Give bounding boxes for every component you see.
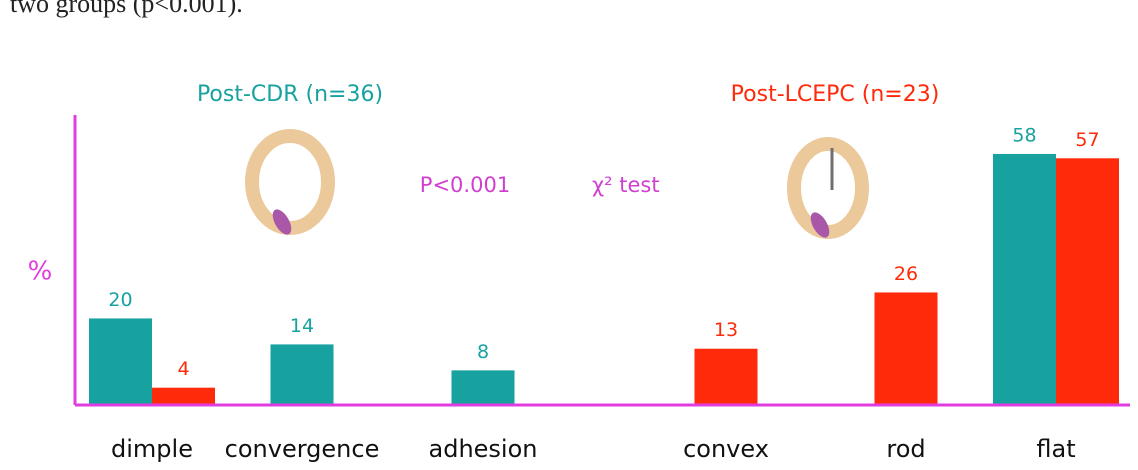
- annotation: χ² test: [592, 173, 660, 197]
- value-label: 57: [1075, 129, 1099, 151]
- value-label: 8: [477, 341, 489, 363]
- value-label: 14: [290, 315, 314, 337]
- bar: [694, 348, 758, 405]
- value-label: 20: [108, 289, 132, 311]
- x-tick-label: flat: [1036, 435, 1075, 463]
- bar: [1056, 158, 1119, 405]
- bar: [993, 153, 1056, 405]
- x-tick-label: dimple: [111, 435, 193, 463]
- bar: [874, 292, 938, 405]
- value-label: 26: [894, 263, 918, 285]
- x-tick-label: convergence: [225, 435, 380, 463]
- bar: [152, 387, 215, 405]
- value-label: 58: [1012, 124, 1036, 146]
- illustration: [245, 129, 869, 239]
- value-label: 4: [177, 358, 189, 380]
- page-text: two groups (p<0.001).: [10, 0, 243, 18]
- bar: [451, 370, 515, 405]
- y-axis-label: %: [28, 257, 53, 287]
- x-tick-label: convex: [683, 435, 769, 463]
- bar: [270, 344, 334, 405]
- x-tick-label: adhesion: [429, 435, 538, 463]
- bar: [89, 318, 152, 405]
- x-tick-label: rod: [886, 435, 925, 463]
- value-label: 13: [714, 319, 738, 341]
- annotation: P<0.001: [420, 173, 510, 197]
- legend-label: Post-LCEPC (n=23): [731, 82, 940, 107]
- legend-label: Post-CDR (n=36): [197, 82, 383, 107]
